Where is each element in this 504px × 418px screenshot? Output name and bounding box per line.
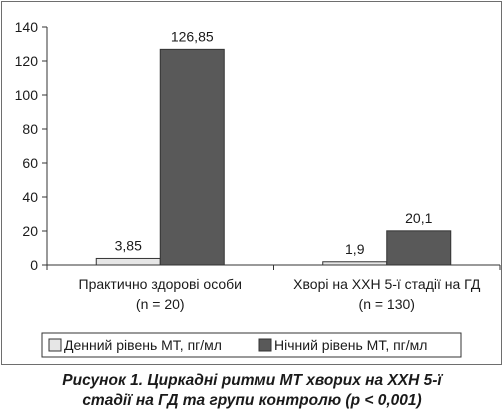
y-tick-label: 140 [15,19,39,35]
legend-label: Нічний рівень МТ, пг/мл [274,337,427,353]
legend-swatch [258,338,272,352]
y-tick-label: 20 [22,223,38,239]
legend-box [41,332,462,358]
x-category-label: (n = 130) [359,296,415,312]
y-tick-label: 40 [22,189,38,205]
data-label: 1,9 [345,241,365,257]
y-tick-label: 80 [22,121,38,137]
caption-line-1: Рисунок 1. Циркадні ритми МТ хворих на Х… [62,372,442,389]
data-label: 126,85 [171,28,214,44]
y-tick-label: 60 [22,155,38,171]
x-category-label: Практично здорові особи [79,276,243,292]
bar [159,48,225,266]
y-tick-label: 0 [30,257,38,273]
bar [322,261,388,266]
legend-label: Денний рівень МТ, пг/мл [64,337,222,353]
data-label: 20,1 [405,210,432,226]
figure-caption: Рисунок 1. Циркадні ритми МТ хворих на Х… [0,371,504,411]
caption-line-2: стадії на ГД та групи контролю (p < 0,00… [82,392,422,409]
y-tick-label: 100 [15,87,39,103]
y-tick-label: 120 [15,53,39,69]
chart-frame [1,1,502,365]
data-label: 3,85 [115,237,142,253]
bar [386,230,452,266]
x-category-label: (n = 20) [136,296,185,312]
bar-chart: 0 20 40 60 80 100 120 140 3,85 126,85 Практично зд… [15,19,501,358]
bar [95,257,161,266]
x-category-label: Хворі на ХХН 5-ї стадії на ГД [293,276,481,292]
legend-swatch [48,338,62,352]
